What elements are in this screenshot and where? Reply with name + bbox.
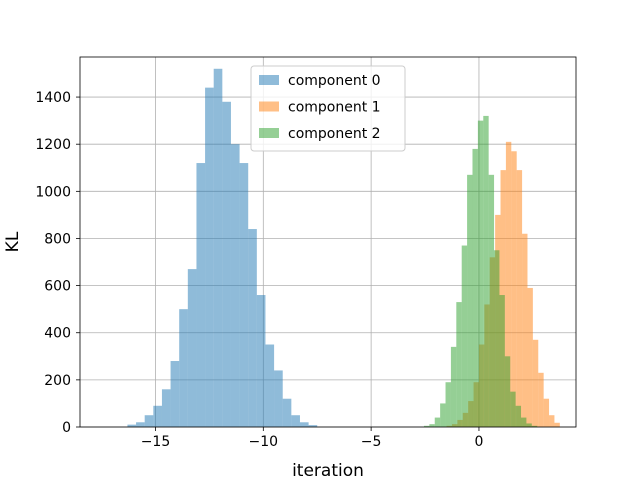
- histogram-bar: [308, 425, 318, 427]
- legend-swatch: [259, 128, 279, 138]
- x-tick-label: 0: [474, 434, 483, 450]
- y-axis-label: KL: [3, 231, 23, 252]
- histogram-bar: [461, 245, 468, 427]
- histogram-bar: [282, 398, 292, 427]
- histogram-bar: [127, 424, 137, 427]
- series-0-bars: [127, 68, 318, 428]
- legend-label: component 1: [288, 100, 381, 116]
- y-tick-label: 200: [44, 373, 71, 389]
- histogram-bar: [527, 287, 533, 427]
- histogram-bar: [543, 398, 550, 427]
- x-tick-label: −10: [249, 434, 279, 450]
- series-2-bars: [423, 115, 538, 428]
- histogram-bar: [161, 389, 171, 427]
- histogram-bar: [538, 372, 544, 427]
- histogram-bar: [483, 115, 489, 427]
- x-tick-label: −5: [361, 434, 382, 450]
- plot-frame: [79, 56, 577, 428]
- histogram-bar: [477, 120, 484, 428]
- legend-label: component 2: [288, 126, 381, 142]
- histogram-bar: [144, 415, 154, 427]
- y-tick-label: 1200: [35, 137, 71, 153]
- histogram-bar: [423, 425, 430, 427]
- histogram-bar: [467, 174, 473, 427]
- ticks: −15 −10 −5 0 0 200 400 600 800 1000 1200 1400: [35, 90, 483, 450]
- histogram-bar: [515, 405, 522, 427]
- histogram-bar: [526, 423, 532, 427]
- histogram-bar: [274, 370, 283, 427]
- histogram-bar: [153, 405, 162, 427]
- histogram-bar: [230, 144, 240, 427]
- histogram-bar: [170, 361, 180, 427]
- legend: component 0 component 1 component 2: [250, 65, 406, 152]
- histogram-bar: [136, 422, 145, 427]
- y-tick-label: 1400: [35, 90, 71, 106]
- histogram-bar: [488, 174, 495, 427]
- histogram-bar: [516, 170, 523, 427]
- histogram-bar: [456, 302, 462, 427]
- histogram-bar: [429, 424, 435, 427]
- x-tick-label: −15: [141, 434, 171, 450]
- x-axis-label: iteration: [292, 461, 364, 480]
- histogram-bar: [213, 68, 223, 427]
- bars: [127, 68, 560, 428]
- histogram-bar: [450, 346, 457, 427]
- histogram-bar: [511, 151, 517, 427]
- histogram-bar: [499, 295, 505, 427]
- y-tick-label: 1000: [35, 184, 71, 200]
- histogram-bar: [445, 382, 451, 427]
- histogram-bar: [222, 101, 231, 427]
- histogram-bar: [510, 391, 516, 427]
- histogram-bar: [521, 417, 527, 427]
- legend-box: [250, 65, 406, 152]
- histogram-bar: [554, 422, 560, 427]
- histogram-bar: [440, 403, 446, 427]
- histogram-bar: [187, 269, 197, 427]
- y-tick-label: 800: [44, 231, 71, 247]
- histogram-bar: [532, 339, 539, 427]
- histogram-bar: [472, 148, 478, 427]
- legend-swatch: [259, 75, 279, 85]
- histogram-bar: [522, 233, 528, 427]
- histogram-bar: [434, 417, 441, 427]
- histogram-bar: [205, 87, 214, 428]
- histogram-bar: [299, 422, 309, 427]
- histogram-bar: [196, 163, 206, 427]
- histogram-bar: [265, 344, 275, 427]
- histogram-bar: [531, 425, 538, 427]
- y-tick-label: 0: [62, 420, 71, 436]
- histogram-bar: [549, 415, 555, 427]
- histogram-bar: [239, 163, 249, 427]
- histogram-bar: [291, 415, 300, 427]
- y-tick-label: 400: [44, 326, 71, 342]
- legend-swatch: [259, 101, 279, 112]
- histogram-bar: [179, 309, 188, 427]
- y-tick-label: 600: [44, 279, 71, 295]
- legend-label: component 0: [288, 73, 381, 89]
- histogram-bar: [505, 141, 512, 427]
- histogram-bar: [494, 250, 500, 427]
- histogram-bar: [256, 295, 266, 427]
- histogram-bar: [248, 229, 257, 427]
- histogram-bar: [504, 356, 511, 427]
